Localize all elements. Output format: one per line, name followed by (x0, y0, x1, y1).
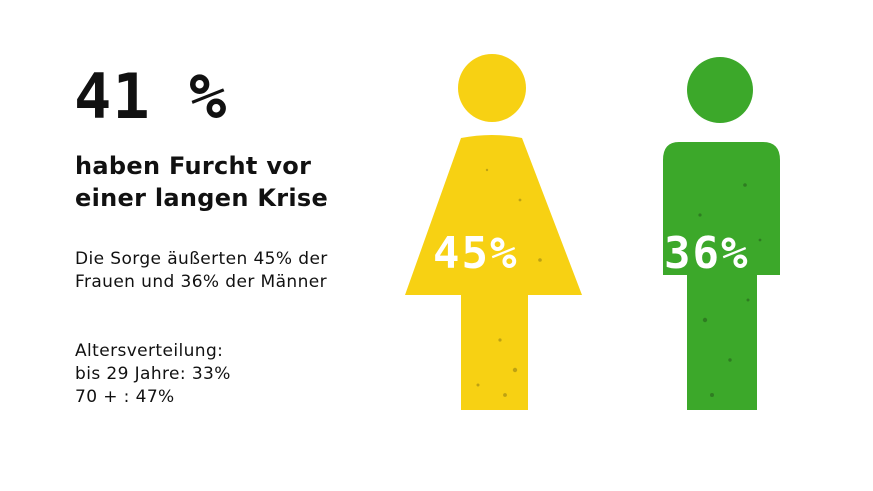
concern-text-line-2: Frauen und 36% der Männer (75, 272, 328, 292)
age-distribution: Altersverteilung: bis 29 Jahre: 33% 70 +… (75, 340, 231, 409)
age-distribution-title: Altersverteilung: (75, 341, 224, 361)
woman-icon (405, 54, 582, 410)
women-percentage: 45% (433, 228, 519, 279)
concern-text: Die Sorge äußerten 45% der Frauen und 36… (75, 248, 328, 294)
subheadline: haben Furcht vor einer langen Krise (75, 150, 328, 214)
subheadline-line-1: haben Furcht vor (75, 152, 312, 180)
men-percentage: 36% (664, 228, 750, 279)
headline-percentage: 41 % (74, 60, 228, 133)
age-distribution-line-1: bis 29 Jahre: 33% (75, 364, 231, 384)
age-distribution-line-2: 70 + : 47% (75, 387, 175, 407)
concern-text-line-1: Die Sorge äußerten 45% der (75, 249, 328, 269)
man-icon (663, 57, 780, 410)
subheadline-line-2: einer langen Krise (75, 184, 329, 212)
